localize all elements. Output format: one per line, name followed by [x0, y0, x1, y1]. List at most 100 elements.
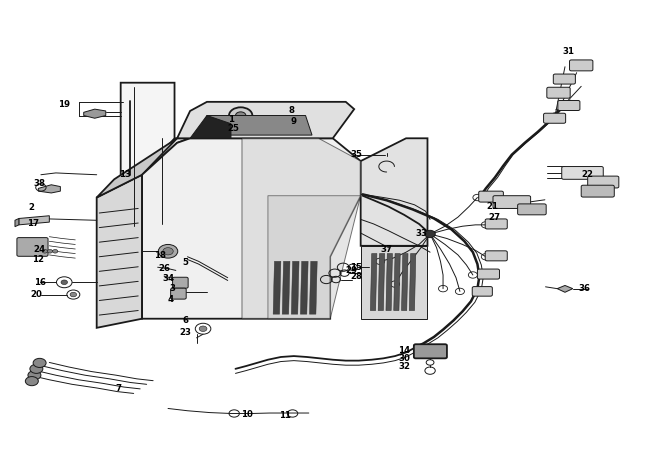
FancyBboxPatch shape	[517, 204, 546, 215]
Polygon shape	[557, 286, 573, 292]
Circle shape	[25, 377, 38, 386]
Text: 33: 33	[415, 229, 427, 239]
Polygon shape	[97, 138, 177, 197]
FancyBboxPatch shape	[414, 344, 447, 358]
FancyBboxPatch shape	[588, 176, 619, 188]
Text: 5: 5	[183, 258, 188, 267]
Text: 21: 21	[486, 202, 499, 211]
FancyBboxPatch shape	[562, 166, 603, 179]
Text: 38: 38	[34, 179, 46, 188]
FancyBboxPatch shape	[581, 185, 614, 197]
Text: 13: 13	[119, 170, 131, 179]
Circle shape	[159, 244, 177, 258]
Circle shape	[425, 230, 436, 238]
Polygon shape	[394, 254, 400, 310]
FancyBboxPatch shape	[485, 251, 507, 261]
FancyBboxPatch shape	[569, 60, 593, 71]
Text: 32: 32	[398, 361, 410, 371]
Polygon shape	[97, 175, 142, 328]
Text: 37: 37	[380, 244, 393, 254]
Text: 27: 27	[489, 213, 501, 222]
Polygon shape	[282, 261, 290, 314]
Text: 34: 34	[162, 274, 174, 283]
Polygon shape	[177, 102, 354, 138]
Text: 35: 35	[350, 150, 362, 159]
Polygon shape	[361, 246, 428, 319]
Text: 22: 22	[582, 170, 593, 179]
Circle shape	[229, 107, 252, 124]
Polygon shape	[19, 216, 49, 225]
Polygon shape	[273, 261, 281, 314]
Text: 12: 12	[32, 255, 44, 264]
Circle shape	[33, 358, 46, 367]
Polygon shape	[84, 109, 106, 118]
Text: 23: 23	[179, 328, 192, 337]
FancyBboxPatch shape	[171, 288, 186, 299]
Polygon shape	[361, 138, 428, 246]
Text: 28: 28	[350, 272, 362, 281]
Polygon shape	[198, 116, 312, 135]
Text: 25: 25	[227, 124, 239, 133]
FancyBboxPatch shape	[485, 219, 507, 229]
Circle shape	[163, 248, 173, 255]
Text: 10: 10	[241, 410, 253, 419]
Polygon shape	[142, 138, 361, 319]
Polygon shape	[410, 254, 416, 310]
Circle shape	[42, 250, 47, 253]
Polygon shape	[300, 261, 308, 314]
Text: 8: 8	[288, 106, 294, 115]
Text: 9: 9	[291, 117, 297, 126]
Circle shape	[53, 250, 58, 253]
FancyBboxPatch shape	[553, 74, 575, 84]
Text: 24: 24	[34, 244, 46, 254]
Polygon shape	[402, 254, 408, 310]
Text: 6: 6	[183, 316, 188, 325]
Text: 4: 4	[168, 295, 174, 303]
Text: 31: 31	[562, 47, 574, 56]
Polygon shape	[309, 261, 317, 314]
FancyBboxPatch shape	[493, 196, 530, 208]
Circle shape	[61, 280, 68, 285]
Polygon shape	[386, 254, 393, 310]
FancyBboxPatch shape	[268, 118, 281, 126]
Text: 26: 26	[158, 264, 170, 273]
Polygon shape	[268, 196, 361, 319]
Circle shape	[70, 292, 77, 297]
FancyBboxPatch shape	[478, 191, 503, 202]
Text: 20: 20	[31, 290, 42, 299]
Circle shape	[28, 371, 41, 380]
FancyBboxPatch shape	[477, 269, 499, 279]
Text: 16: 16	[34, 278, 46, 287]
Text: 2: 2	[29, 203, 35, 213]
FancyBboxPatch shape	[17, 238, 48, 256]
Text: 19: 19	[58, 100, 70, 109]
Text: 1: 1	[228, 115, 234, 124]
Polygon shape	[378, 254, 385, 310]
Text: 11: 11	[279, 411, 291, 420]
Text: 30: 30	[398, 354, 410, 363]
FancyBboxPatch shape	[173, 277, 188, 288]
Text: 15: 15	[350, 263, 362, 272]
FancyBboxPatch shape	[547, 87, 570, 98]
Polygon shape	[15, 218, 19, 227]
Polygon shape	[190, 116, 231, 138]
Circle shape	[199, 326, 207, 331]
Text: 36: 36	[578, 284, 590, 293]
Circle shape	[235, 112, 246, 119]
Polygon shape	[242, 138, 361, 319]
Polygon shape	[121, 83, 174, 229]
Polygon shape	[291, 261, 299, 314]
FancyBboxPatch shape	[543, 113, 566, 123]
Polygon shape	[142, 138, 333, 319]
Text: 29: 29	[345, 266, 357, 275]
Text: 14: 14	[398, 346, 410, 355]
FancyBboxPatch shape	[473, 287, 492, 296]
Text: 18: 18	[153, 251, 166, 260]
Polygon shape	[38, 185, 60, 193]
FancyBboxPatch shape	[558, 101, 580, 111]
Text: 17: 17	[27, 219, 39, 228]
Polygon shape	[370, 254, 377, 310]
Circle shape	[47, 250, 53, 253]
Circle shape	[30, 364, 43, 373]
Text: 3: 3	[170, 284, 176, 293]
